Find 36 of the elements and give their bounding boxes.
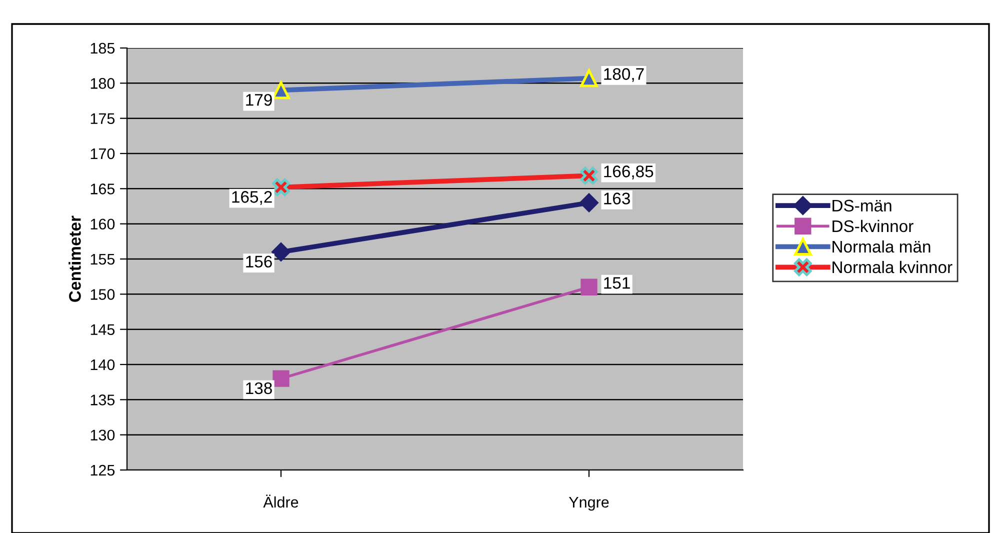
- data-label: 166,85: [604, 166, 654, 180]
- legend-label: Normala män: [832, 240, 930, 253]
- point: [580, 278, 598, 296]
- y-tick-label: 170: [90, 148, 115, 160]
- y-tick-label: 150: [90, 289, 115, 300]
- legend-label: Normala kvinnor: [832, 260, 952, 274]
- y-tick-label: 165: [90, 184, 115, 194]
- point: [580, 69, 598, 88]
- y-axis-title: Centimeter: [68, 216, 81, 302]
- legend-label: DS-kvinnor: [832, 220, 914, 232]
- point: [271, 242, 291, 262]
- y-tick-label: 180: [90, 78, 115, 89]
- y-tick-label: 125: [90, 464, 115, 476]
- point: [579, 193, 599, 212]
- y-tick-label: 155: [90, 254, 115, 265]
- y-tick-label: 175: [90, 113, 115, 124]
- point: [272, 370, 290, 387]
- data-label: 179: [246, 94, 272, 106]
- x-tick-label: Yngre: [568, 496, 609, 511]
- x-tick-label: Äldre: [263, 494, 298, 508]
- y-tick-label: 140: [90, 359, 115, 370]
- data-label: 156: [246, 256, 272, 268]
- data-label: 151: [604, 277, 630, 289]
- data-label: 180,7: [604, 68, 644, 82]
- point: [272, 81, 290, 100]
- y-tick-label: 185: [90, 42, 115, 54]
- data-label: 165,2: [232, 191, 272, 205]
- data-label: 163: [604, 192, 630, 204]
- y-tick-label: 145: [90, 324, 115, 336]
- y-tick-label: 130: [90, 430, 115, 441]
- point: [272, 178, 290, 196]
- data-label: 138: [246, 382, 272, 394]
- legend-label: DS-män: [832, 200, 892, 212]
- point: [580, 166, 598, 185]
- y-tick-label: 160: [90, 218, 115, 230]
- y-tick-label: 135: [90, 394, 115, 406]
